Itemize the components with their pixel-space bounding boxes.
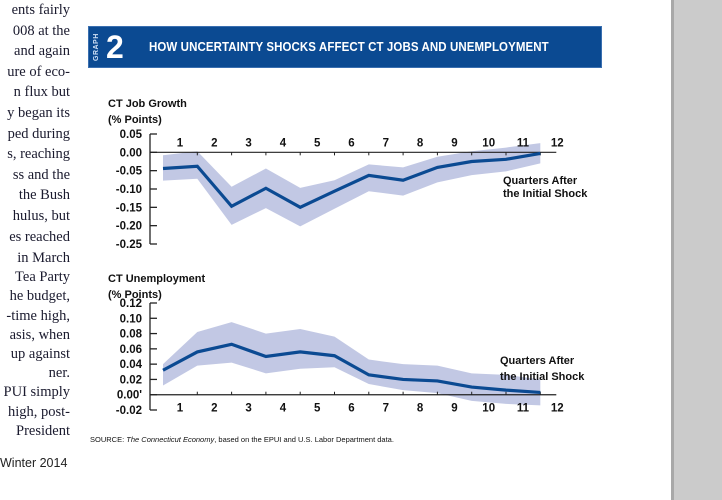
job-growth-x-tick-label: 6: [348, 137, 354, 149]
body-text-line: -time high,: [6, 307, 70, 324]
unemployment-x-tick-label: 1: [177, 403, 184, 415]
unemployment-chart-title: CT Unemployment: [108, 273, 206, 285]
body-text-line: s, reaching: [7, 146, 70, 163]
graph-title: HOW UNCERTAINTY SHOCKS AFFECT CT JOBS AN…: [149, 40, 549, 54]
body-text-line: he budget,: [9, 288, 70, 305]
unemployment-x-tick-label: 11: [517, 403, 530, 415]
job-growth-x-tick-label: 7: [383, 137, 389, 149]
unemployment-x-tick-label: 7: [383, 403, 389, 415]
chart-canvas: CT Job Growth (% Points) 0.05 0.00 -0.05 -0.1…: [108, 98, 588, 417]
unemployment-x-tick-label: 10: [482, 403, 495, 415]
job-growth-x-tick-label: 9: [451, 137, 457, 149]
unemployment-x-tick-label: 9: [451, 403, 457, 415]
unemployment-y-tick-label: 0.04: [120, 359, 143, 371]
job-growth-x-tick-label: 2: [211, 137, 217, 149]
source-suffix: , based on the EPUI and U.S. Labor Depar…: [214, 435, 394, 444]
unemployment-y-tick-label: 0.00': [117, 390, 142, 402]
unemployment-y-tick-label: 0.10: [120, 313, 142, 325]
job-growth-y-tick-label: -0.20: [116, 221, 142, 233]
body-text-line: up against: [10, 346, 70, 362]
job-growth-x-tick-label: 4: [280, 137, 287, 149]
source-prefix: SOURCE:: [90, 435, 127, 444]
unemployment-estimate-line: [162, 342, 541, 395]
body-text-line: es reached: [9, 228, 70, 245]
job-growth-x-tick-label: 1: [177, 137, 184, 149]
body-text-line: asis, when: [9, 326, 70, 343]
job-growth-chart-title: CT Job Growth: [108, 98, 187, 110]
unemployment-x-axis-annotation: Quarters After: [500, 355, 575, 367]
unemployment-y-axis-label: (% Points): [108, 289, 162, 301]
unemployment-x-tick-label: 2: [211, 403, 217, 415]
body-text-line: hulus, but: [12, 208, 70, 224]
unemployment-x-tick-label: 3: [245, 403, 251, 415]
source-note: SOURCE: The Connecticut Economy, based o…: [90, 435, 394, 444]
unemployment-y-tick-label: 0.06: [120, 344, 142, 356]
body-text-line: ped during: [7, 125, 70, 142]
body-text-line: high, post-: [7, 403, 70, 420]
graph-number: 2: [106, 29, 124, 65]
unemployment-y-tick-label: 0.02: [120, 374, 142, 386]
body-text-line: in March: [17, 250, 70, 266]
job-growth-estimate-line: [162, 151, 541, 210]
job-growth-y-tick-label: 0.00: [120, 147, 142, 159]
job-growth-y-tick-label: -0.05: [116, 166, 143, 178]
job-growth-y-tick-label: 0.05: [120, 129, 143, 141]
job-growth-x-axis-annotation: the Initial Shock: [503, 188, 588, 200]
unemployment-x-tick-label: 6: [348, 403, 354, 415]
job-growth-y-tick-label: -0.10: [116, 184, 142, 196]
graph-title-bar: GRAPH 2 HOW UNCERTAINTY SHOCKS AFFECT CT…: [88, 26, 602, 68]
source-publication: The Connecticut Economy: [126, 435, 215, 444]
body-text-line: n flux but: [13, 84, 70, 101]
page-footer: Winter 2014: [0, 456, 68, 470]
body-text-line: PUI simply: [3, 384, 70, 401]
unemployment-y-tick-label: 0.12: [120, 298, 142, 310]
body-text-line: Tea Party: [15, 269, 70, 286]
job-growth-x-tick-label: 12: [551, 137, 564, 149]
document-page: ents fairly 008 at the and again ure of eco…: [0, 2, 602, 470]
unemployment-y-tick-label: -0.02: [116, 405, 142, 417]
job-growth-x-tick-label: 5: [314, 137, 321, 149]
body-text-line: ure of eco-: [7, 63, 70, 80]
viewer-background: [671, 0, 722, 500]
body-text-line: ss and the: [12, 166, 70, 183]
job-growth-x-tick-label: 8: [417, 137, 424, 149]
job-growth-y-tick-label: -0.15: [116, 202, 143, 214]
job-growth-x-tick-label: 3: [245, 137, 251, 149]
body-text-line: ner.: [48, 365, 70, 382]
body-text-line: 008 at the: [12, 22, 70, 39]
job-growth-y-axis-label: (% Points): [108, 114, 162, 126]
body-text-line: ents fairly: [11, 2, 70, 18]
unemployment-x-tick-label: 8: [417, 403, 424, 415]
unemployment-x-tick-label: 12: [551, 403, 564, 415]
unemployment-y-tick-label: 0.08: [120, 329, 143, 341]
body-text-line: President: [16, 422, 70, 439]
unemployment-x-tick-label: 4: [280, 403, 287, 415]
job-growth-x-axis-annotation: Quarters After: [503, 175, 578, 187]
unemployment-x-tick-label: 5: [314, 403, 321, 415]
unemployment-x-axis-annotation: the Initial Shock: [500, 371, 585, 383]
body-text-line: and again: [14, 43, 70, 60]
body-text-line: y began its: [7, 105, 70, 121]
job-growth-y-tick-label: -0.25: [116, 239, 143, 251]
body-text-line: the Bush: [18, 187, 70, 204]
job-growth-x-tick-label: 10: [482, 137, 495, 149]
job-growth-x-tick-label: 11: [517, 137, 530, 149]
